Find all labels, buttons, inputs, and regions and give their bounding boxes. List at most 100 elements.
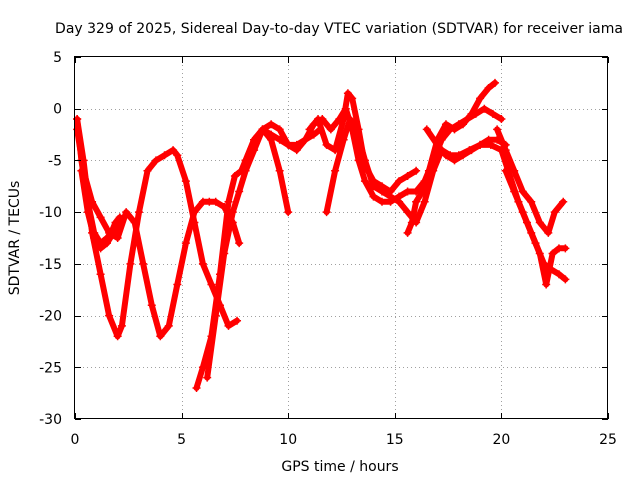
data-series [73, 78, 570, 392]
y-tick-label: -30 [39, 412, 62, 428]
data-point [476, 94, 485, 103]
y-tick-label: 5 [53, 50, 62, 66]
data-point [420, 197, 429, 206]
data-point [403, 208, 412, 217]
data-point [331, 166, 340, 175]
data-point [96, 213, 105, 222]
satellite-track-7-trace [242, 126, 292, 216]
data-point [228, 208, 237, 217]
data-point [96, 244, 105, 253]
data-point [484, 84, 493, 93]
data-point [360, 177, 369, 186]
data-point [518, 187, 527, 196]
data-point [113, 332, 122, 341]
data-point [352, 125, 361, 134]
data-point [450, 125, 459, 134]
data-point [314, 115, 323, 124]
data-point [156, 332, 165, 341]
data-point [102, 239, 111, 248]
data-point [173, 280, 182, 289]
satellite-track-11 [422, 125, 510, 165]
data-point [267, 135, 276, 144]
data-point [497, 115, 506, 124]
data-point [559, 197, 568, 206]
satellite-track-4 [77, 166, 122, 253]
data-point [284, 208, 293, 217]
data-point [497, 146, 506, 155]
data-point [224, 321, 233, 330]
data-point [493, 125, 502, 134]
data-point [459, 120, 468, 129]
data-point [326, 125, 335, 134]
data-point [360, 156, 369, 165]
data-point [190, 208, 199, 217]
y-axis-label: SDTVAR / TECUs [7, 181, 23, 296]
x-tick-label: 5 [177, 432, 186, 448]
y-tick-label: 0 [53, 102, 62, 118]
satellite-track-12 [493, 125, 568, 237]
data-point [535, 218, 544, 227]
y-tick-label: -15 [39, 257, 62, 273]
data-point [235, 187, 244, 196]
satellite-track-5-trace [193, 126, 324, 391]
data-point [480, 104, 489, 113]
data-point [518, 208, 527, 217]
data-point [139, 259, 148, 268]
data-point [211, 311, 220, 320]
data-point [348, 94, 357, 103]
data-point [339, 135, 348, 144]
data-point [164, 321, 173, 330]
data-point [441, 151, 450, 160]
tick-labels: 0 5 10 15 20 25 -30 -25 -20 -15 -10 -5 0 5 [39, 50, 617, 448]
data-point [134, 208, 143, 217]
data-point [122, 208, 131, 217]
data-point [322, 208, 331, 217]
data-point [467, 146, 476, 155]
satellite-track-7 [241, 125, 293, 217]
data-point [433, 140, 442, 149]
data-point [235, 239, 244, 248]
data-point [322, 140, 331, 149]
data-point [418, 187, 427, 196]
data-point [369, 192, 378, 201]
data-point [203, 373, 212, 382]
data-point [527, 228, 536, 237]
data-point [181, 177, 190, 186]
data-point [550, 208, 559, 217]
data-point [292, 146, 301, 155]
data-point [90, 234, 99, 242]
data-point [160, 151, 169, 160]
data-point [301, 135, 310, 144]
x-tick-label: 0 [71, 432, 80, 448]
y-tick-label: -5 [48, 153, 62, 169]
chart-title: Day 329 of 2025, Sidereal Day-to-day VTE… [55, 21, 623, 37]
data-point [192, 383, 201, 392]
data-point [113, 218, 122, 227]
data-point [412, 166, 421, 175]
data-point [305, 125, 314, 134]
data-point [484, 135, 493, 144]
data-point [527, 197, 536, 206]
data-point [501, 166, 510, 175]
data-point [403, 187, 412, 196]
data-point [510, 187, 519, 196]
data-point [407, 218, 416, 227]
x-tick-label: 20 [492, 432, 510, 448]
data-point [143, 166, 152, 175]
data-point [230, 171, 239, 180]
data-point [224, 197, 233, 206]
data-point [250, 135, 259, 144]
data-point [77, 166, 86, 175]
data-point [403, 228, 412, 237]
data-point [96, 270, 105, 279]
data-point [130, 218, 139, 227]
x-tick-label: 15 [386, 432, 404, 448]
data-point [424, 166, 433, 175]
satellite-track-11-trace [423, 126, 509, 164]
data-point [386, 192, 395, 201]
data-point [535, 249, 544, 258]
data-point [83, 208, 92, 217]
data-point [459, 151, 468, 160]
satellite-track-14 [501, 166, 570, 289]
